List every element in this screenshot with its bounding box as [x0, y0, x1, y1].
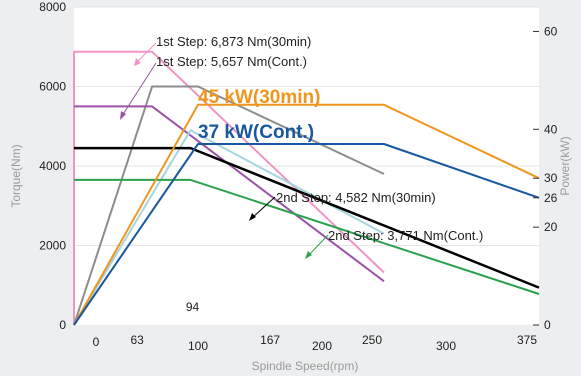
- y2-tick-label-20: 20: [544, 220, 558, 234]
- arrow-1st-step-cont: [121, 62, 157, 117]
- series-line-power_30min_gray: [73, 85, 385, 326]
- arrowhead-2nd-step-cont: [305, 251, 312, 259]
- x-tick-label-375: 375: [517, 333, 537, 347]
- y-tick-label-2000: 2000: [39, 239, 66, 253]
- x-tick-label-94: 94: [186, 300, 200, 314]
- y2-axis-title: Power(kW): [558, 136, 572, 195]
- y2-tick-label-26: 26: [544, 191, 558, 205]
- series-line-2nd_step_30min: [74, 146, 540, 289]
- series-line-power_cont_purple: [74, 105, 385, 283]
- y-tick-label-0: 0: [59, 318, 66, 332]
- series-line-37kw_cont: [73, 143, 540, 326]
- series-line-2nd_step_cont: [74, 178, 540, 295]
- x-tick-label-63: 63: [130, 333, 144, 347]
- y-tick-label-6000: 6000: [39, 80, 66, 94]
- y2-tick-label-0: 0: [544, 318, 551, 332]
- arrowhead-1st-step-cont: [120, 111, 126, 120]
- annotation-2nd-step-cont: 2nd Step: 3,771 Nm(Cont.): [328, 228, 483, 243]
- y2-tick-label-30: 30: [544, 171, 558, 185]
- arrow-2nd-step-30min: [251, 196, 276, 219]
- series-line-power_30min_pink: [73, 50, 385, 325]
- x-tick-label-250: 250: [362, 333, 382, 347]
- annotation-45kw-30min: 45 kW(30min): [198, 87, 320, 108]
- x-tick-label-100: 100: [188, 339, 208, 353]
- x-tick-label-200: 200: [312, 339, 332, 353]
- series-line-45kw_30min: [73, 103, 540, 326]
- annotation-arrows: [120, 42, 329, 259]
- y-axis-title: Torque(Nm): [9, 144, 23, 207]
- x-tick-label-300: 300: [436, 339, 456, 353]
- ticks-group: 0 2000 4000 6000 8000 0 20 26 30 40 60 0 63 100 167 200…: [39, 0, 557, 353]
- series-group: [73, 50, 540, 326]
- annotation-37kw-cont: 37 kW(Cont.): [198, 122, 314, 143]
- y-tick-label-4000: 4000: [39, 159, 66, 173]
- y2-tick-label-60: 60: [544, 24, 558, 38]
- arrow-2nd-step-cont: [307, 234, 329, 257]
- x-axis-title: Spindle Speed(rpm): [252, 359, 359, 373]
- y2-tick-label-40: 40: [544, 122, 558, 136]
- arrowhead-2nd-step-30min: [249, 213, 256, 221]
- arrowhead-1st-step-30min: [134, 58, 141, 66]
- annotation-2nd-step-30min: 2nd Step: 4,582 Nm(30min): [276, 190, 436, 205]
- y-tick-label-8000: 8000: [39, 0, 66, 14]
- annotation-1st-step-cont: 1st Step: 5,657 Nm(Cont.): [156, 54, 307, 69]
- annotation-1st-step-30min: 1st Step: 6,873 Nm(30min): [156, 34, 311, 49]
- x-tick-label-167: 167: [260, 333, 280, 347]
- arrow-1st-step-30min: [135, 42, 157, 64]
- x-tick-label-0: 0: [93, 335, 100, 349]
